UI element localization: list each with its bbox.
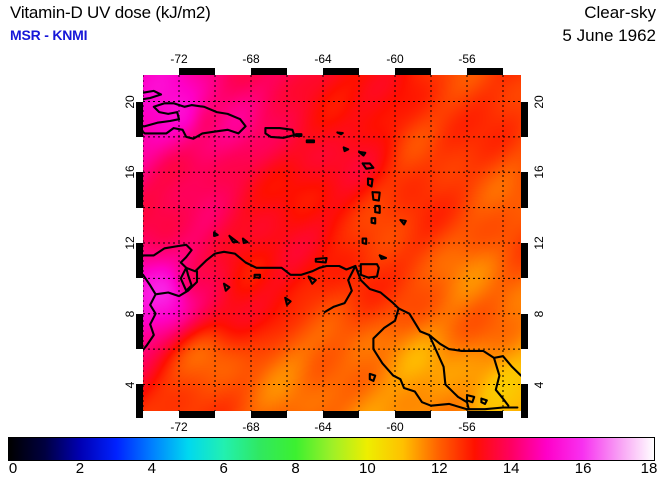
y-tick-label-right: 16: [532, 165, 546, 179]
colorbar-tick-label: 8: [291, 460, 300, 477]
axis-frame-segment: [143, 68, 179, 75]
axis-frame-segment: [287, 68, 323, 75]
coastline-overlay: [143, 89, 521, 411]
y-tick-label-right: 8: [532, 310, 546, 318]
map-gridlines: [143, 75, 521, 411]
x-tick-label-bottom: -56: [458, 420, 476, 434]
colorbar-tick-label: 12: [430, 460, 448, 477]
axis-frame-segment: [359, 68, 395, 75]
axis-frame-left: [136, 66, 143, 418]
y-tick-label-left: 16: [123, 165, 137, 179]
x-tick-label-top: -72: [170, 52, 188, 66]
colorbar-gradient: [9, 438, 654, 460]
x-tick-label-top: -64: [314, 52, 332, 66]
axis-frame-segment: [359, 411, 395, 418]
axis-frame-segment: [136, 66, 143, 102]
colorbar-tick-label: 16: [574, 460, 592, 477]
y-tick-label-left: 8: [123, 310, 137, 318]
y-tick-label-right: 4: [532, 381, 546, 388]
axis-frame-segment: [521, 136, 528, 173]
date-label: 5 June 1962: [562, 26, 656, 45]
axis-frame-segment: [287, 411, 323, 418]
x-tick-label-bottom: -60: [386, 420, 404, 434]
y-tick-label-left: 4: [123, 381, 137, 388]
axis-frame-segment: [215, 411, 251, 418]
axis-frame-segment: [503, 68, 521, 75]
x-tick-label-bottom: -68: [242, 420, 260, 434]
axis-frame-segment: [521, 207, 528, 243]
axis-frame-segment: [431, 411, 467, 418]
colorbar-tick-label: 0: [8, 460, 18, 477]
colorbar-tick-label: 14: [502, 460, 520, 477]
axis-frame-top: [136, 68, 528, 75]
y-tick-label-left: 12: [123, 236, 137, 250]
axis-frame-segment: [521, 66, 528, 102]
condition-label: Clear-sky: [584, 3, 656, 22]
colorbar-tick-label: 2: [75, 460, 85, 477]
axis-frame-segment: [521, 278, 528, 314]
x-tick-label-bottom: -64: [314, 420, 332, 434]
x-tick-label-bottom: -72: [170, 420, 188, 434]
colorbar-tick-label: 18: [640, 460, 658, 477]
page-title: Vitamin-D UV dose (kJ/m2): [10, 3, 211, 22]
axis-frame-segment: [136, 349, 143, 385]
colorbar-tick-label: 6: [219, 460, 228, 477]
axis-frame-segment: [136, 207, 143, 243]
map-panel: [136, 66, 528, 418]
map-plot-area: [143, 75, 521, 411]
colorbar: [8, 437, 655, 461]
axis-frame-segment: [136, 278, 143, 314]
axis-frame-segment: [521, 349, 528, 385]
x-tick-label-top: -60: [386, 52, 404, 66]
axis-frame-right: [521, 66, 528, 418]
axis-frame-segment: [215, 68, 251, 75]
axis-frame-segment: [143, 411, 179, 418]
x-tick-label-top: -56: [458, 52, 476, 66]
x-tick-label-top: -68: [242, 52, 260, 66]
axis-frame-segment: [431, 68, 467, 75]
colorbar-tick-label: 4: [147, 460, 156, 477]
y-tick-label-right: 12: [532, 236, 546, 250]
y-tick-label-left: 20: [123, 94, 137, 109]
axis-frame-segment: [136, 136, 143, 173]
axis-frame-bottom: [136, 411, 528, 418]
y-tick-label-right: 20: [532, 94, 546, 109]
axis-frame-segment: [503, 411, 521, 418]
colorbar-tick-label: 10: [359, 460, 376, 477]
source-label: MSR - KNMI: [10, 27, 88, 43]
